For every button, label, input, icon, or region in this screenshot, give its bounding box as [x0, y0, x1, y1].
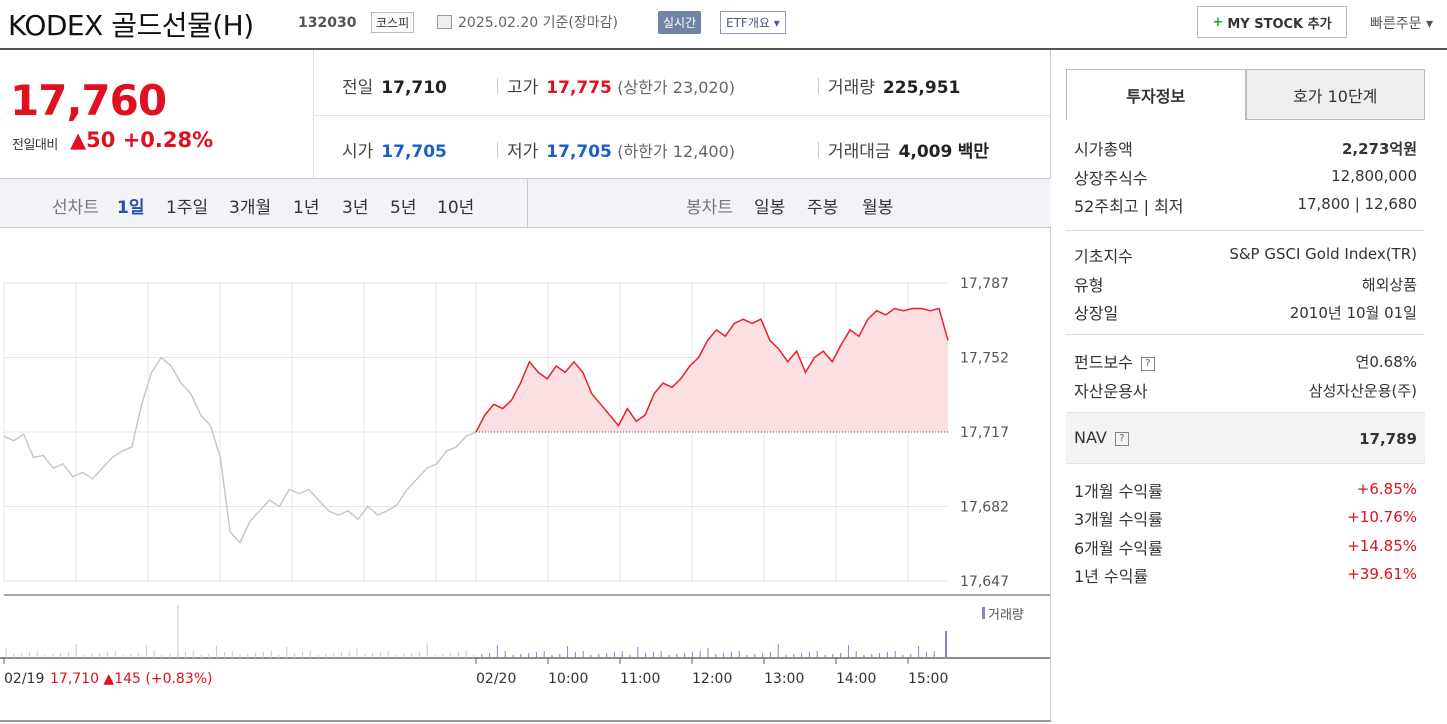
change-percent: +0.28%: [122, 128, 214, 152]
sidebar-divider: [1066, 230, 1425, 231]
period-5y[interactable]: 5년: [390, 198, 417, 218]
tab-investment-info[interactable]: 투자정보: [1066, 69, 1246, 120]
return-1m-label: 1개월 수익률: [1074, 482, 1163, 501]
return-3m-value: +10.76%: [1347, 508, 1417, 526]
return-1m-value: +6.85%: [1356, 480, 1417, 498]
y-tick-label: 17,717: [960, 425, 1009, 441]
help-icon[interactable]: ?: [1140, 356, 1155, 371]
y-tick-label: 17,752: [960, 351, 1009, 367]
current-price: 17,760: [10, 76, 167, 125]
asset-manager-label: 자산운용사: [1074, 382, 1148, 401]
listed-shares-label: 상장주식수: [1074, 169, 1148, 188]
divider: [313, 115, 1050, 116]
period-1y[interactable]: 1년: [293, 198, 320, 218]
stock-code: 132030: [298, 15, 357, 31]
period-10y[interactable]: 10년: [437, 198, 475, 218]
market-cap-value: 2,273억원: [1341, 140, 1417, 158]
candle-chart-label: 봉차트: [686, 198, 733, 218]
my-stock-add-button[interactable]: + MY STOCK 추가: [1197, 6, 1347, 38]
52w-high-low-value: 17,800 | 12,680: [1297, 195, 1417, 213]
prev-day-line: [3, 356, 477, 545]
line-chart-label: 선차트: [52, 198, 99, 218]
period-1w[interactable]: 1주일: [166, 198, 209, 218]
candle-weekly[interactable]: 주봉: [807, 198, 839, 218]
change-value: ▲50 +0.28%: [70, 128, 213, 152]
help-icon[interactable]: ?: [1114, 431, 1129, 446]
market-cap-label: 시가총액: [1074, 140, 1133, 159]
listing-date-value: 2010년 10월 01일: [1289, 304, 1417, 322]
change-amount: ▲50: [70, 128, 116, 152]
price-chart[interactable]: 17,787 17,752 17,717 17,682 17,647 거래량 02/19 02…: [0, 228, 1050, 698]
52w-high-low-label: 52주최고 | 최저: [1074, 197, 1184, 216]
change-label: 전일대비: [12, 138, 58, 153]
fund-type-value: 해외상품: [1361, 276, 1417, 294]
nav-value: 17,789: [1359, 430, 1417, 448]
candle-daily[interactable]: 일봉: [754, 198, 786, 218]
asset-manager-value: 삼성자산운용(주): [1308, 382, 1417, 400]
return-6m-label: 6개월 수익률: [1074, 539, 1163, 558]
base-index-label: 기초지수: [1074, 247, 1133, 266]
fund-fee-value: 연0.68%: [1355, 353, 1417, 371]
open-price: 시가 17,705: [342, 142, 447, 162]
prev-day-summary: 17,710 ▲145 (+0.83%): [50, 671, 213, 687]
x-tick-label: 02/20: [476, 671, 516, 687]
high-price: 고가 17,775 (상한가 23,020): [507, 78, 736, 98]
return-1y-value: +39.61%: [1347, 565, 1417, 583]
listed-shares-value: 12,800,000: [1331, 167, 1417, 185]
bottom-divider: [0, 720, 1051, 722]
chart-toolbar: [0, 178, 1051, 228]
realtime-button[interactable]: 실시간: [658, 11, 702, 34]
today-line: [475, 307, 949, 433]
listing-date-label: 상장일: [1074, 304, 1119, 323]
return-6m-value: +14.85%: [1347, 537, 1417, 555]
period-1d[interactable]: 1일: [117, 198, 145, 218]
return-1y-label: 1년 수익률: [1074, 567, 1149, 586]
trade-amount: 거래대금 4,009 백만: [828, 142, 990, 162]
tab-order-book[interactable]: 호가 10단계: [1245, 69, 1425, 120]
x-tick-label: 10:00: [548, 671, 588, 687]
y-tick-label: 17,682: [960, 500, 1009, 516]
header-divider: [0, 48, 1447, 50]
sidebar-divider: [1066, 334, 1425, 335]
volume-legend-label: 거래량: [988, 608, 1024, 623]
x-tick-label: 13:00: [764, 671, 804, 687]
x-tick-label: 12:00: [692, 671, 732, 687]
period-3m[interactable]: 3개월: [229, 198, 272, 218]
candle-monthly[interactable]: 월봉: [862, 198, 894, 218]
fund-fee-label: 펀드보수?: [1074, 349, 1155, 373]
market-badge: 코스피: [371, 12, 415, 33]
base-date: 2025.02.20 기준(장마감): [458, 15, 618, 31]
divider: [527, 179, 528, 227]
x-tick-label: 15:00: [908, 671, 948, 687]
fund-type-label: 유형: [1074, 276, 1104, 295]
prev-close: 전일 17,710: [342, 78, 447, 98]
sidebar-tabs: 투자정보 호가 10단계: [1066, 69, 1425, 120]
nav-label: NAV?: [1074, 428, 1129, 447]
return-3m-label: 3개월 수익률: [1074, 510, 1163, 529]
calendar-icon: [437, 15, 452, 29]
stock-title: KODEX 골드선물(H): [8, 9, 254, 42]
my-stock-label: MY STOCK 추가: [1227, 16, 1332, 32]
divider: [313, 50, 314, 178]
plus-icon: +: [1212, 14, 1224, 30]
low-price: 저가 17,705 (하한가 12,400): [507, 142, 736, 162]
nav-row-bg: [1066, 413, 1425, 463]
volume: 거래량 225,951: [828, 78, 961, 98]
sidebar-divider: [1066, 463, 1425, 464]
base-index-value: S&P GSCI Gold Index(TR): [1229, 245, 1417, 263]
x-tick-label: 14:00: [836, 671, 876, 687]
x-tick-label: 02/19: [4, 671, 44, 687]
volume-legend-swatch: [982, 607, 985, 619]
x-tick-label: 11:00: [620, 671, 660, 687]
y-tick-label: 17,647: [960, 574, 1009, 590]
today-area: [476, 308, 948, 432]
y-tick-label: 17,787: [960, 276, 1009, 292]
etf-overview-dropdown[interactable]: ETF개요 ▾: [720, 11, 786, 34]
period-3y[interactable]: 3년: [342, 198, 369, 218]
quick-order-dropdown[interactable]: 빠른주문 ▾: [1370, 16, 1433, 32]
sidebar-divider: [1066, 412, 1425, 413]
quote-panel: [0, 50, 1051, 722]
